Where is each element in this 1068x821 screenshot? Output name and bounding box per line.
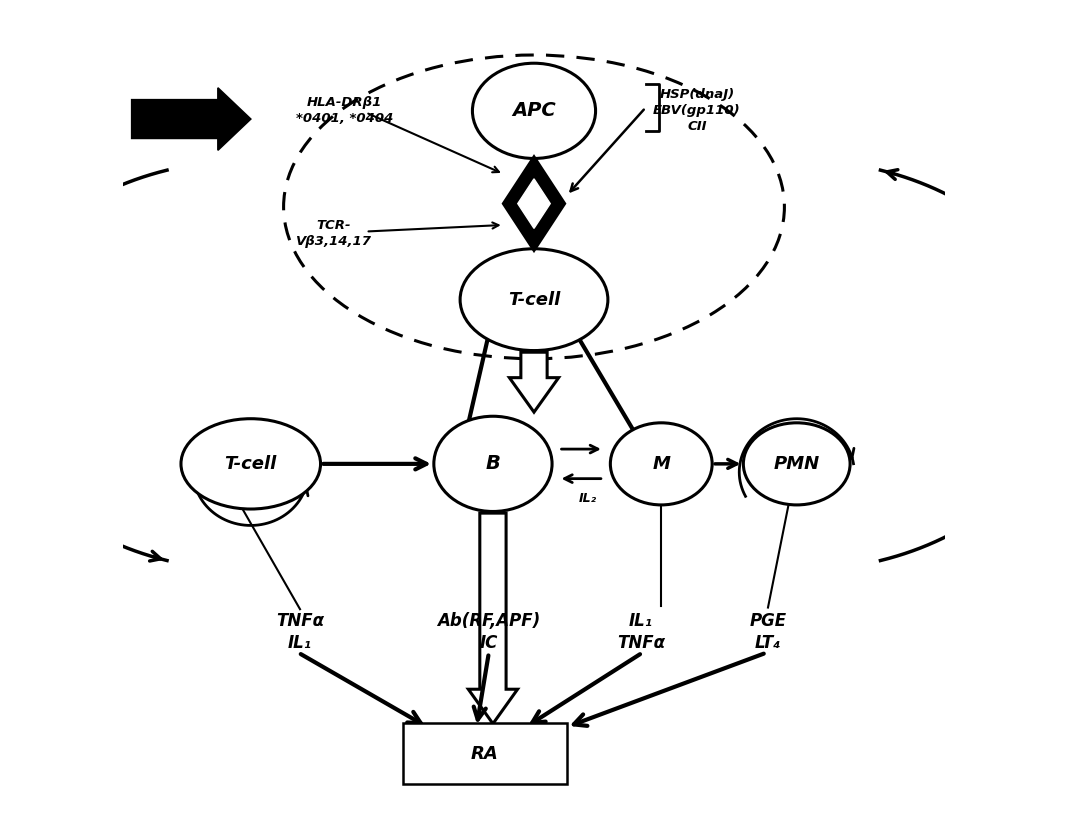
Text: PGE
LT₄: PGE LT₄ bbox=[750, 612, 786, 652]
Text: B: B bbox=[486, 454, 501, 474]
Text: PMN: PMN bbox=[773, 455, 820, 473]
Text: APC: APC bbox=[513, 101, 555, 121]
Polygon shape bbox=[469, 513, 518, 724]
Ellipse shape bbox=[743, 423, 850, 505]
Ellipse shape bbox=[434, 416, 552, 511]
Text: TCR-
Vβ3,14,17: TCR- Vβ3,14,17 bbox=[296, 219, 372, 249]
Ellipse shape bbox=[180, 419, 320, 509]
Text: T-cell: T-cell bbox=[224, 455, 277, 473]
Text: M: M bbox=[653, 455, 671, 473]
Polygon shape bbox=[503, 156, 565, 251]
Text: IL₂: IL₂ bbox=[578, 492, 596, 505]
Polygon shape bbox=[518, 179, 550, 228]
Text: T-cell: T-cell bbox=[508, 291, 560, 309]
Ellipse shape bbox=[472, 63, 596, 158]
FancyBboxPatch shape bbox=[403, 722, 567, 785]
Ellipse shape bbox=[610, 423, 712, 505]
Text: RA: RA bbox=[471, 745, 499, 763]
Text: TNFα
IL₁: TNFα IL₁ bbox=[276, 612, 324, 652]
Ellipse shape bbox=[460, 249, 608, 351]
Text: HSP(dnaJ)
EBV(gp110)
CII: HSP(dnaJ) EBV(gp110) CII bbox=[653, 89, 741, 133]
Text: IL₁
TNFα: IL₁ TNFα bbox=[616, 612, 664, 652]
Text: HLA-DRβ1
*0401, *0404: HLA-DRβ1 *0401, *0404 bbox=[296, 96, 393, 126]
Text: Ab(RF,APF)
IC: Ab(RF,APF) IC bbox=[437, 612, 540, 652]
Polygon shape bbox=[131, 88, 251, 150]
Polygon shape bbox=[509, 352, 559, 412]
